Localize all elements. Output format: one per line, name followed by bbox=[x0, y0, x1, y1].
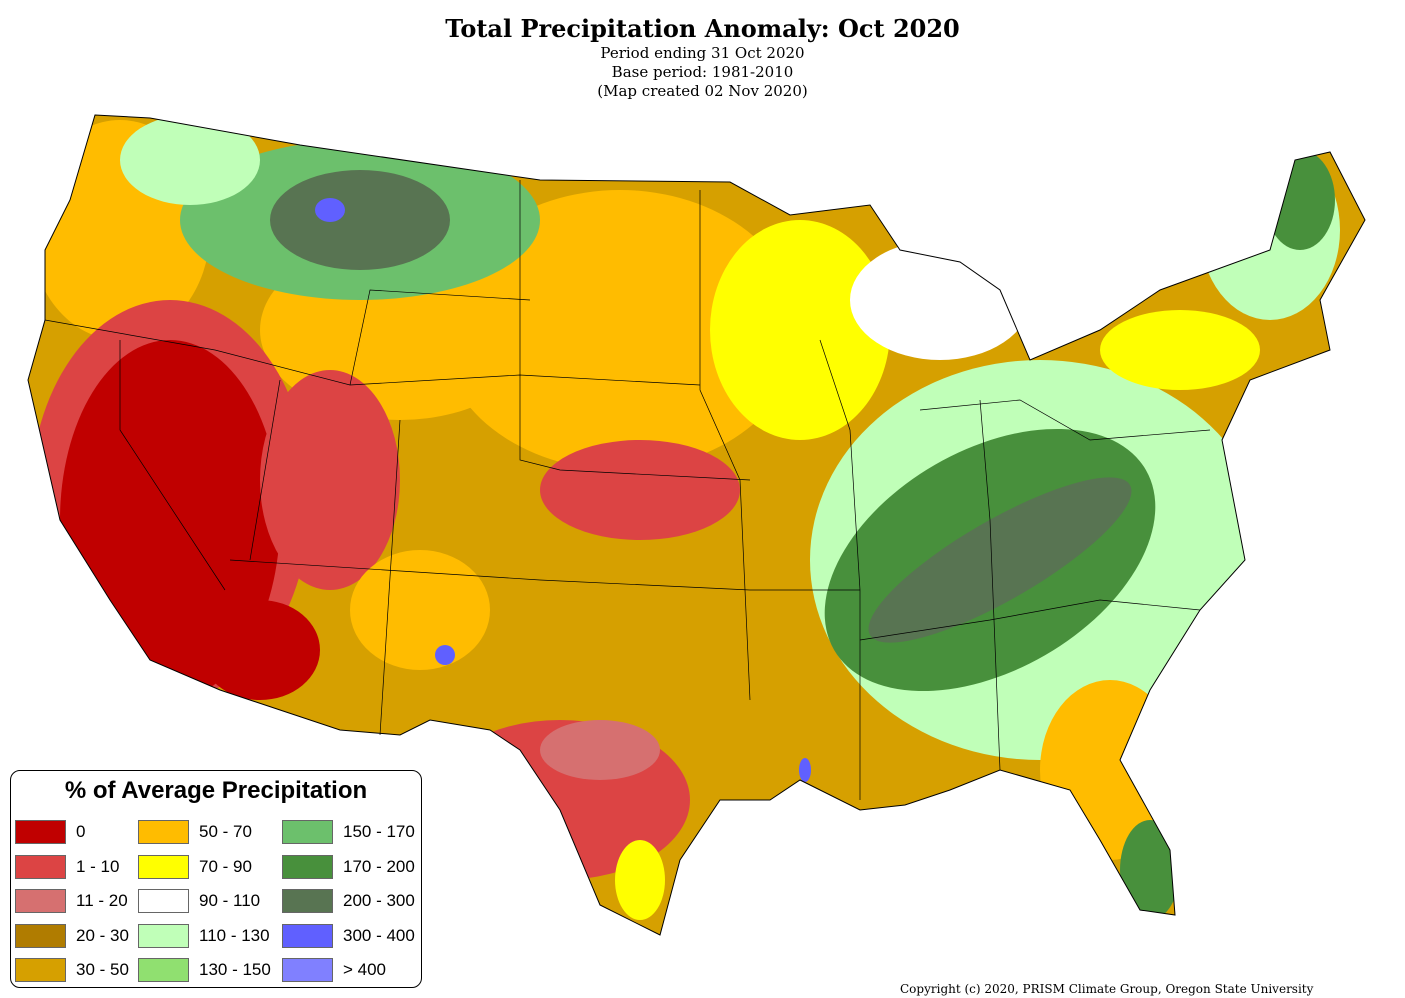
legend-label: 11 - 20 bbox=[76, 891, 128, 910]
legend-swatch bbox=[138, 958, 189, 982]
legend-swatch bbox=[15, 889, 66, 913]
legend-label: 110 - 130 bbox=[199, 925, 270, 945]
legend-label: > 400 bbox=[343, 960, 387, 979]
legend-swatch bbox=[138, 820, 189, 844]
legend-swatch bbox=[282, 923, 333, 948]
legend-item: 1 - 10 bbox=[15, 854, 119, 880]
legend-label: 0 bbox=[76, 822, 86, 841]
legend-label: 130 - 150 bbox=[199, 960, 271, 979]
legend-item: 0 bbox=[15, 819, 85, 845]
legend-item: 110 - 130 bbox=[138, 923, 270, 949]
map-title: Total Precipitation Anomaly: Oct 2020 bbox=[445, 14, 960, 43]
legend-label: 170 - 200 bbox=[343, 856, 415, 876]
legend-label: 150 - 170 bbox=[343, 822, 415, 841]
legend-label: 300 - 400 bbox=[343, 925, 415, 945]
legend-item: 50 - 70 bbox=[138, 819, 252, 845]
legend-item: 130 - 150 bbox=[138, 957, 271, 983]
legend-swatch bbox=[138, 923, 189, 948]
legend-item: 300 - 400 bbox=[282, 923, 415, 949]
legend-label: 90 - 110 bbox=[199, 891, 261, 910]
legend-item: 70 - 90 bbox=[138, 854, 252, 880]
legend-label: 70 - 90 bbox=[199, 856, 252, 876]
legend-item: 200 - 300 bbox=[282, 888, 415, 914]
legend-item: > 400 bbox=[282, 957, 386, 983]
legend-label: 20 - 30 bbox=[76, 925, 129, 945]
period-text: Period ending 31 Oct 2020 bbox=[600, 44, 805, 62]
legend-item: 11 - 20 bbox=[15, 888, 128, 914]
legend-item: 170 - 200 bbox=[282, 854, 415, 880]
copyright-text: Copyright (c) 2020, PRISM Climate Group,… bbox=[900, 982, 1314, 996]
legend-swatch bbox=[138, 854, 189, 879]
legend-swatch bbox=[282, 820, 333, 844]
legend-swatch bbox=[15, 958, 66, 982]
legend-swatch bbox=[282, 854, 333, 879]
legend-item: 30 - 50 bbox=[15, 957, 129, 983]
legend-label: 30 - 50 bbox=[76, 960, 129, 979]
legend-label: 50 - 70 bbox=[199, 822, 252, 841]
legend: % of Average Precipitation 0 1 - 10 11 - 2… bbox=[10, 770, 422, 988]
legend-swatch bbox=[15, 923, 66, 948]
created-text: (Map created 02 Nov 2020) bbox=[597, 82, 808, 100]
legend-swatch bbox=[15, 854, 66, 879]
legend-label: 200 - 300 bbox=[343, 891, 415, 910]
legend-swatch bbox=[282, 889, 333, 913]
legend-item: 150 - 170 bbox=[282, 819, 415, 845]
legend-swatch bbox=[138, 889, 189, 913]
base-period-text: Base period: 1981-2010 bbox=[611, 63, 794, 81]
state-boundaries bbox=[44, 180, 1211, 800]
legend-item: 90 - 110 bbox=[138, 888, 260, 914]
legend-item: 20 - 30 bbox=[15, 923, 129, 949]
legend-label: 1 - 10 bbox=[76, 856, 120, 876]
legend-swatch bbox=[282, 958, 333, 982]
legend-title: % of Average Precipitation bbox=[64, 777, 368, 804]
legend-swatch bbox=[15, 820, 66, 844]
